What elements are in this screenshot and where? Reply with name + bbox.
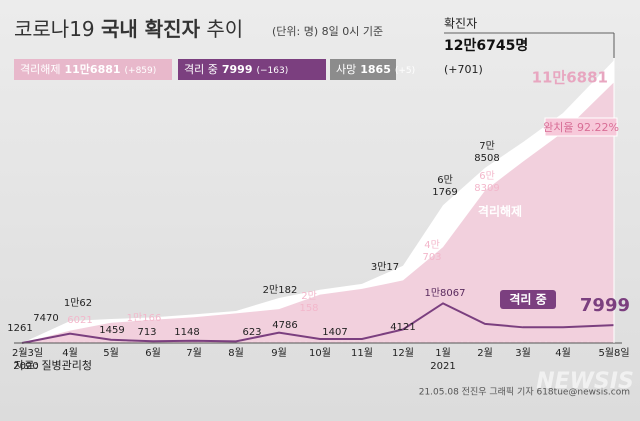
- data-label: 6만: [479, 170, 495, 182]
- x-tick-label: 5월8일: [598, 347, 629, 359]
- x-tick-label: 2월3일: [12, 347, 43, 359]
- isolated-total: 7999: [580, 295, 630, 316]
- legend-text: 7999: [222, 63, 253, 76]
- confirmed-change: (+701): [444, 63, 483, 76]
- line: [21, 302, 615, 344]
- data-label: 1407: [322, 327, 347, 338]
- legend-text: 1865: [360, 63, 391, 76]
- data-label: 7470: [33, 313, 58, 324]
- x-tick-label: 12월: [392, 347, 414, 359]
- data-label: 1769: [432, 187, 457, 198]
- x-tick-label: 11월: [351, 347, 373, 359]
- data-label: 623: [242, 327, 261, 338]
- x-tick-label: 8월: [228, 347, 244, 359]
- x-tick-label: 3월: [515, 347, 531, 359]
- data-label: 1261: [7, 323, 32, 334]
- data-label: 6021: [67, 315, 92, 326]
- isolated-box: [500, 290, 556, 309]
- data-label: 1459: [99, 325, 124, 336]
- rate-box: [544, 117, 618, 137]
- legend-box: [330, 59, 396, 80]
- x-tick-label: 6월: [145, 347, 161, 359]
- data-label: 703: [422, 252, 441, 263]
- data-label: 8508: [474, 153, 499, 164]
- subtitle: (단위: 명) 8일 0시 기준: [272, 24, 383, 38]
- released-total: 11만6881: [532, 69, 608, 87]
- legend-entry: 격리해제 11만6881 (+859): [20, 62, 156, 76]
- data-label: 2만: [301, 290, 317, 302]
- year-label: 2021: [430, 361, 455, 372]
- data-label: 4786: [272, 320, 297, 331]
- x-tick-label: 10월: [309, 347, 331, 359]
- data-label: 3만17: [371, 261, 399, 273]
- x-tick-label: 1월: [435, 347, 451, 359]
- legend-text: (+5): [395, 66, 415, 76]
- data-label: 1만62: [64, 297, 92, 309]
- confirmed-total: 12만6745명: [444, 37, 528, 54]
- watermark: NEWSIS: [536, 369, 634, 394]
- legend-text: (−163): [256, 66, 288, 76]
- data-label: 1만166: [127, 312, 162, 324]
- legend-box: [14, 59, 172, 80]
- series-label: 확진자: [444, 17, 477, 31]
- legend-entry: 사망 1865 (+5): [336, 63, 415, 76]
- credit: 21.05.08 전진우 그래픽 기자 618tue@newsis.com: [419, 387, 630, 398]
- data-label: 1148: [174, 327, 199, 338]
- legend-box: [178, 59, 326, 80]
- source: 자료: 질병관리청: [14, 359, 92, 372]
- year-label: 2020: [13, 361, 38, 372]
- data-label: 4121: [390, 322, 415, 333]
- series-label: 격리 중: [509, 292, 546, 307]
- legend-text: 격리 중: [184, 63, 218, 76]
- data-label: 6만: [437, 174, 453, 186]
- legend-text: 격리해제: [20, 62, 60, 76]
- x-tick-label: 7월: [186, 347, 202, 359]
- legend-text: 사망: [336, 63, 356, 76]
- x-tick-label: 2월: [477, 347, 493, 359]
- recovery-rate: 완치율 92.22%: [543, 121, 619, 134]
- x-tick-label: 9월: [271, 347, 287, 359]
- data-label: 713: [137, 327, 156, 338]
- data-label: 158: [299, 303, 318, 314]
- x-tick-label: 5월: [103, 347, 119, 359]
- data-label: 7만: [479, 140, 495, 152]
- x-tick-label: 4월: [62, 347, 78, 359]
- legend-text: 11만6881: [64, 62, 120, 76]
- legend-text: (+859): [125, 66, 157, 76]
- chart-title: 코로나19 국내 확진자 추이: [14, 17, 243, 41]
- data-label: 1만8067: [424, 287, 465, 299]
- area: [22, 82, 614, 343]
- data-label: 4만: [424, 239, 440, 251]
- data-label: 2만182: [263, 284, 298, 296]
- data-label: 8309: [474, 183, 499, 194]
- series-label: 격리해제: [478, 204, 522, 219]
- x-tick-label: 4월: [555, 347, 571, 359]
- legend-entry: 격리 중 7999 (−163): [184, 63, 288, 76]
